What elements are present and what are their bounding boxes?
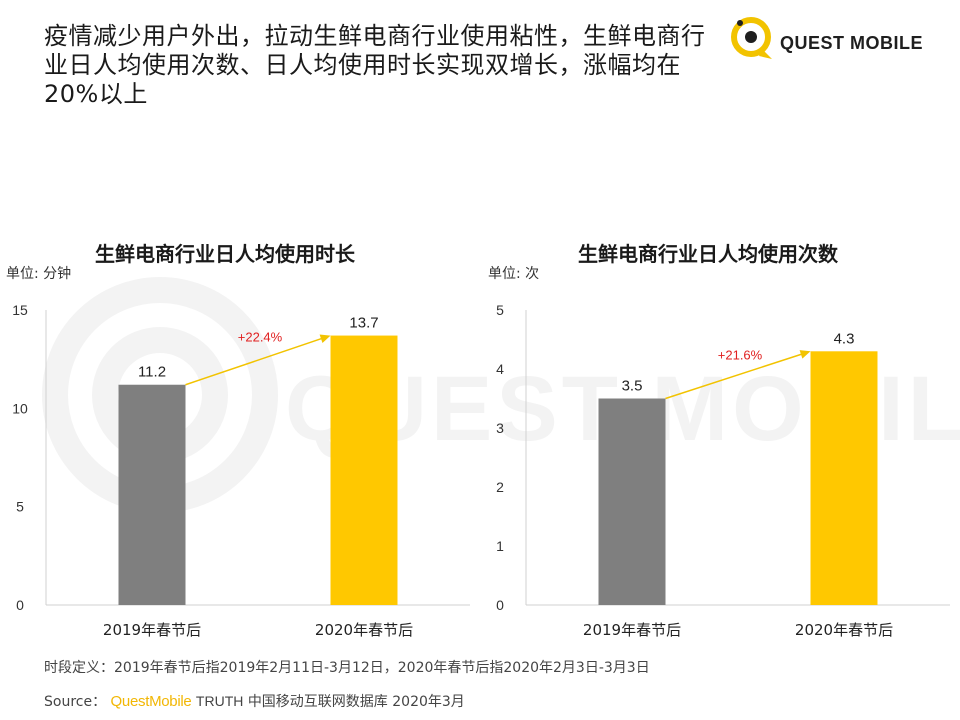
y-tick-label: 0	[16, 597, 24, 613]
growth-arrow-line	[185, 336, 325, 386]
growth-label: +21.6%	[718, 347, 763, 362]
quest-mobile-logo-icon	[731, 17, 772, 59]
x-tick-label: 2020年春节后	[795, 621, 893, 639]
source-truth: TRUTH	[195, 693, 244, 709]
growth-arrow-line	[665, 352, 805, 400]
bar-value-label: 11.2	[138, 364, 166, 381]
footnote: 时段定义：2019年春节后指2019年2月11日-3月12日，2020年春节后指…	[44, 660, 650, 676]
y-tick-label: 1	[496, 538, 504, 554]
y-tick-label: 2	[496, 479, 504, 495]
source-line: Source： QuestMobile TRUTH 中国移动互联网数据库 202…	[44, 691, 465, 711]
y-tick-label: 4	[496, 361, 504, 377]
bar-2020	[810, 351, 878, 605]
unit-label-frequency: 单位: 次	[488, 266, 540, 282]
chart-duration: 0 5 10 15 11.2 2019年春节后 13.7 2020年春节后 +22.4%	[12, 302, 470, 639]
bar-2019	[598, 398, 666, 605]
chart-frequency: 0 1 2 3 4 5 3.5 2019年春节后 4.3 2020年春节后 +21.6%	[496, 302, 950, 639]
y-tick-label: 10	[12, 400, 28, 416]
bar-value-label: 3.5	[622, 378, 643, 395]
y-tick-label: 0	[496, 597, 504, 613]
bar-value-label: 4.3	[834, 330, 855, 347]
growth-label: +22.4%	[238, 330, 283, 345]
source-label: Source：	[44, 694, 107, 710]
chart-title-frequency: 生鲜电商行业日人均使用次数	[578, 242, 838, 266]
growth-arrow-head	[799, 350, 811, 359]
page-headline: 疫情减少用户外出，拉动生鲜电商行业使用粘性，生鲜电商行业日人均使用次数、日人均使…	[44, 22, 706, 108]
growth-arrow-head	[319, 334, 331, 344]
bar-2019	[118, 384, 186, 605]
chart-title-duration: 生鲜电商行业日人均使用时长	[95, 242, 355, 266]
y-tick-label: 5	[496, 302, 504, 318]
unit-label-duration: 单位: 分钟	[6, 266, 72, 282]
source-rest: 中国移动互联网数据库 2020年3月	[247, 694, 465, 710]
logo-text: QUEST MOBILE	[780, 33, 924, 53]
y-tick-label: 15	[12, 302, 28, 318]
bar-2020	[330, 335, 398, 605]
bar-value-label: 13.7	[349, 315, 378, 332]
y-tick-label: 3	[496, 420, 504, 436]
x-tick-label: 2020年春节后	[315, 621, 413, 639]
x-tick-label: 2019年春节后	[103, 621, 201, 639]
y-tick-label: 5	[16, 499, 24, 515]
source-brand: QuestMobile	[110, 693, 192, 710]
x-tick-label: 2019年春节后	[583, 621, 681, 639]
